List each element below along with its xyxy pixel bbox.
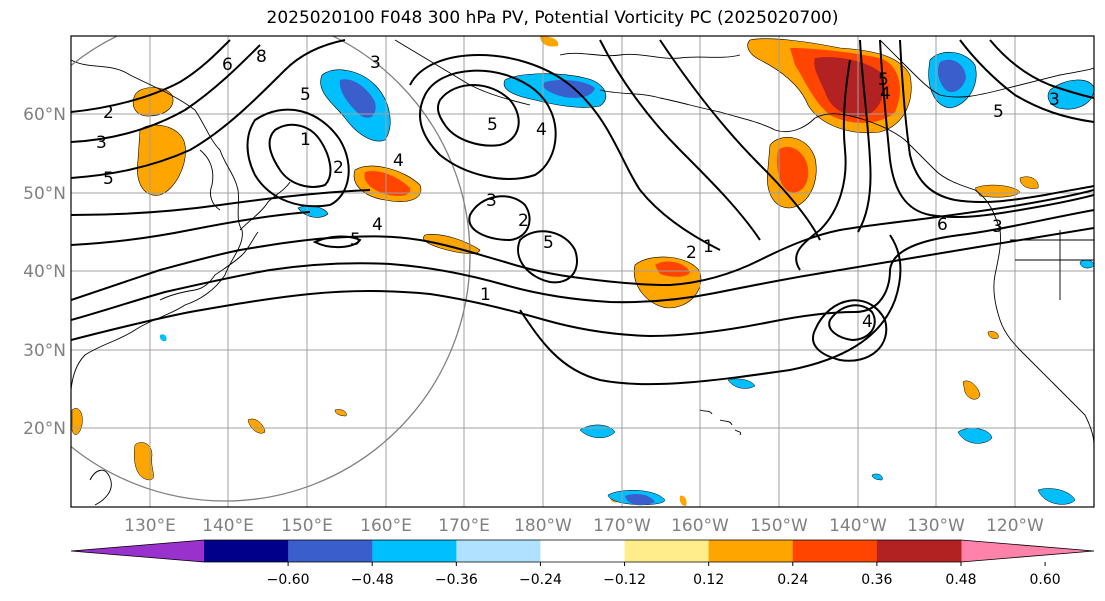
contour-label: 5 — [487, 115, 498, 135]
colorbar-swatch — [204, 540, 289, 562]
contour-label: 3 — [370, 53, 381, 73]
lon-label: 150°E — [281, 516, 333, 536]
colorbar-extend-low — [71, 540, 204, 562]
map-title: 2025020100 F048 300 hPa PV, Potential Vo… — [266, 8, 839, 28]
colorbar-tick-label: 0.48 — [945, 572, 976, 588]
contour-label: 1 — [480, 285, 491, 305]
contour-label: 4 — [393, 151, 404, 171]
colorbar-tick-label: 0.24 — [777, 572, 808, 588]
longitude-labels: 130°E 140°E 150°E 160°E 170°E 180°W 170°… — [124, 516, 1044, 536]
contour-label: 3 — [992, 217, 1003, 237]
contour-label: 5 — [300, 85, 311, 105]
colorbar: −0.60 −0.48 −0.36 −0.24 −0.12 0.12 0.24 0.36 0.4… — [70, 539, 1095, 588]
lat-label: 20°N — [23, 419, 66, 439]
latitude-labels: 60°N 50°N 40°N 30°N 20°N — [23, 105, 66, 439]
colorbar-tick-label: −0.60 — [267, 572, 310, 588]
contour-label: 3 — [1049, 90, 1060, 110]
colorbar-swatch — [456, 540, 541, 562]
colorbar-swatch — [624, 540, 710, 562]
contour-label: 5 — [103, 169, 114, 189]
contour-label: 5 — [350, 230, 361, 250]
contour-label: 4 — [862, 312, 873, 332]
contour-label: 2 — [686, 243, 697, 263]
colorbar-swatch — [708, 540, 794, 562]
colorbar-swatch — [792, 540, 878, 562]
contour-label: 2 — [333, 158, 344, 178]
contour-label: 5 — [878, 70, 889, 90]
contour-label: 4 — [880, 84, 891, 104]
lon-label: 170°E — [438, 516, 490, 536]
colorbar-outline — [70, 539, 1095, 563]
colorbar-swatch — [540, 540, 626, 562]
lon-label: 180°W — [514, 516, 572, 536]
lat-label: 40°N — [23, 262, 66, 282]
colorbar-swatch — [876, 540, 962, 562]
gridlines — [71, 36, 1094, 507]
contour-label: 6 — [222, 55, 233, 75]
colorbar-extend-high — [961, 540, 1094, 562]
contour-label: 1 — [300, 130, 311, 150]
colorbar-tick-label: 0.36 — [861, 572, 892, 588]
contour-label: 4 — [372, 215, 383, 235]
colorbar-tick-label: −0.24 — [519, 572, 562, 588]
colorbar-swatch — [288, 540, 373, 562]
lon-label: 140°W — [829, 516, 887, 536]
contour-label: 1 — [703, 237, 714, 257]
lon-label: 120°W — [986, 516, 1044, 536]
colorbar-tick-label: −0.12 — [603, 572, 646, 588]
lat-label: 30°N — [23, 341, 66, 361]
contour-labels: 2 3 5 6 8 5 3 1 2 4 5 4 5 3 2 5 4 1 1 2 … — [96, 47, 1060, 332]
colorbar-tick-label: −0.36 — [435, 572, 478, 588]
colorbar-tick-label: 0.60 — [1030, 572, 1061, 588]
lon-label: 140°E — [202, 516, 254, 536]
contour-label: 6 — [937, 215, 948, 235]
contour-label: 8 — [256, 47, 267, 67]
lon-label: 130°W — [907, 516, 965, 536]
contour-label: 5 — [543, 233, 554, 253]
lon-label: 150°W — [750, 516, 808, 536]
contour-label: 2 — [518, 211, 529, 231]
pv-contours — [71, 39, 1094, 386]
colorbar-swatch — [372, 540, 457, 562]
lon-label: 160°E — [360, 516, 412, 536]
range-circle — [71, 36, 471, 502]
lat-label: 50°N — [23, 184, 66, 204]
colorbar-tick-label: −0.48 — [351, 572, 394, 588]
map-frame — [70, 35, 1095, 508]
lon-label: 170°W — [593, 516, 651, 536]
contour-label: 2 — [103, 103, 114, 123]
contour-label: 4 — [536, 120, 547, 140]
contour-label: 3 — [486, 191, 497, 211]
colorbar-tick-label: 0.12 — [693, 572, 724, 588]
contour-label: 3 — [96, 133, 107, 153]
lon-label: 160°W — [671, 516, 729, 536]
contour-label: 5 — [993, 102, 1004, 122]
lon-label: 130°E — [124, 516, 176, 536]
lat-label: 60°N — [23, 105, 66, 125]
